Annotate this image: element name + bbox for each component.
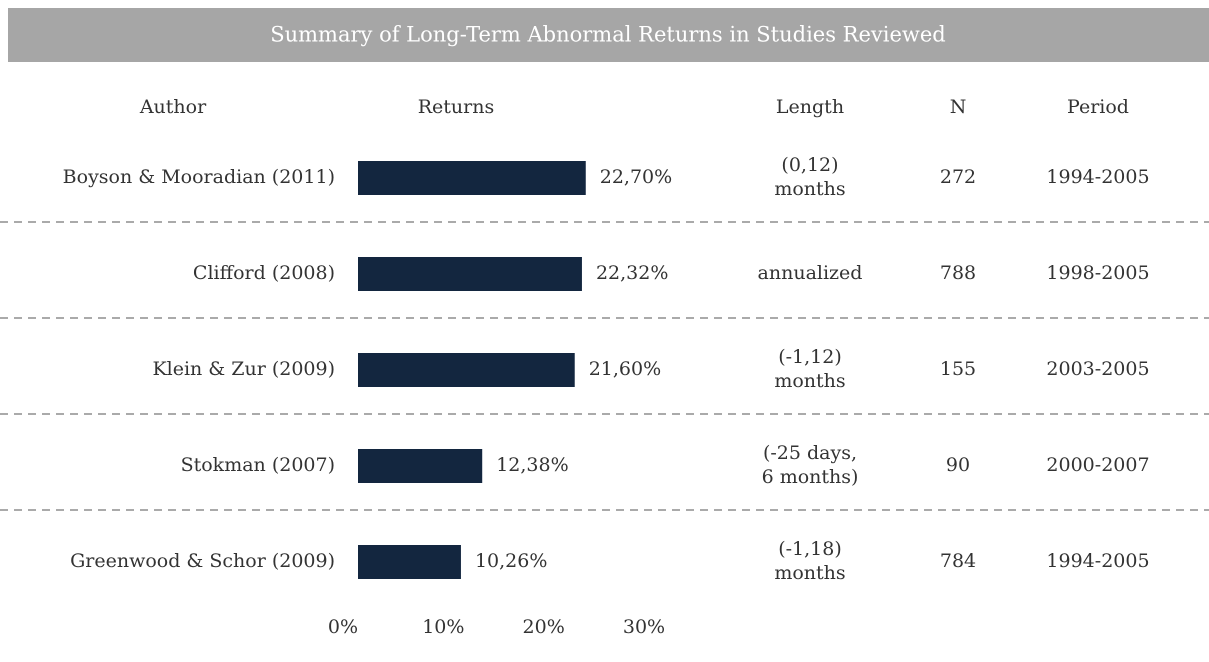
n: 272	[940, 166, 976, 188]
author: Klein & Zur (2009)	[152, 358, 335, 380]
column-header: N	[950, 96, 967, 118]
value-label: 10,26%	[475, 550, 547, 572]
author: Greenwood & Schor (2009)	[70, 550, 335, 572]
length: months	[774, 370, 845, 392]
author: Clifford (2008)	[193, 262, 335, 284]
length: months	[774, 178, 845, 200]
value-label: 12,38%	[496, 454, 568, 476]
n: 784	[940, 550, 976, 572]
bar	[358, 449, 483, 483]
column-header: Returns	[418, 96, 495, 118]
value-label: 22,70%	[600, 166, 672, 188]
length: (-1,12)	[778, 346, 842, 368]
x-tick-label: 30%	[623, 616, 665, 638]
value-label: 21,60%	[589, 358, 661, 380]
n: 90	[946, 454, 970, 476]
x-tick-label: 20%	[523, 616, 565, 638]
n: 155	[940, 358, 976, 380]
title-bar	[8, 8, 1209, 62]
period: 2000-2007	[1046, 454, 1149, 476]
period: 1994-2005	[1046, 166, 1149, 188]
x-tick-label: 10%	[422, 616, 464, 638]
bar	[358, 257, 582, 291]
value-label: 22,32%	[596, 262, 668, 284]
author: Boyson & Mooradian (2011)	[63, 166, 335, 188]
bar	[358, 545, 461, 579]
column-header: Length	[776, 96, 844, 118]
bar	[358, 353, 575, 387]
column-header: Author	[139, 96, 207, 118]
n: 788	[940, 262, 976, 284]
length: months	[774, 562, 845, 584]
x-tick-label: 0%	[328, 616, 358, 638]
length: (-1,18)	[778, 538, 842, 560]
length: annualized	[758, 262, 863, 284]
period: 1998-2005	[1046, 262, 1149, 284]
period: 1994-2005	[1046, 550, 1149, 572]
length: (0,12)	[781, 154, 838, 176]
length: 6 months)	[762, 466, 859, 488]
column-header: Period	[1067, 96, 1129, 118]
author: Stokman (2007)	[181, 454, 335, 476]
period: 2003-2005	[1046, 358, 1149, 380]
bar	[358, 161, 586, 195]
chart-title: Summary of Long-Term Abnormal Returns in…	[270, 23, 946, 47]
length: (-25 days,	[763, 442, 857, 464]
